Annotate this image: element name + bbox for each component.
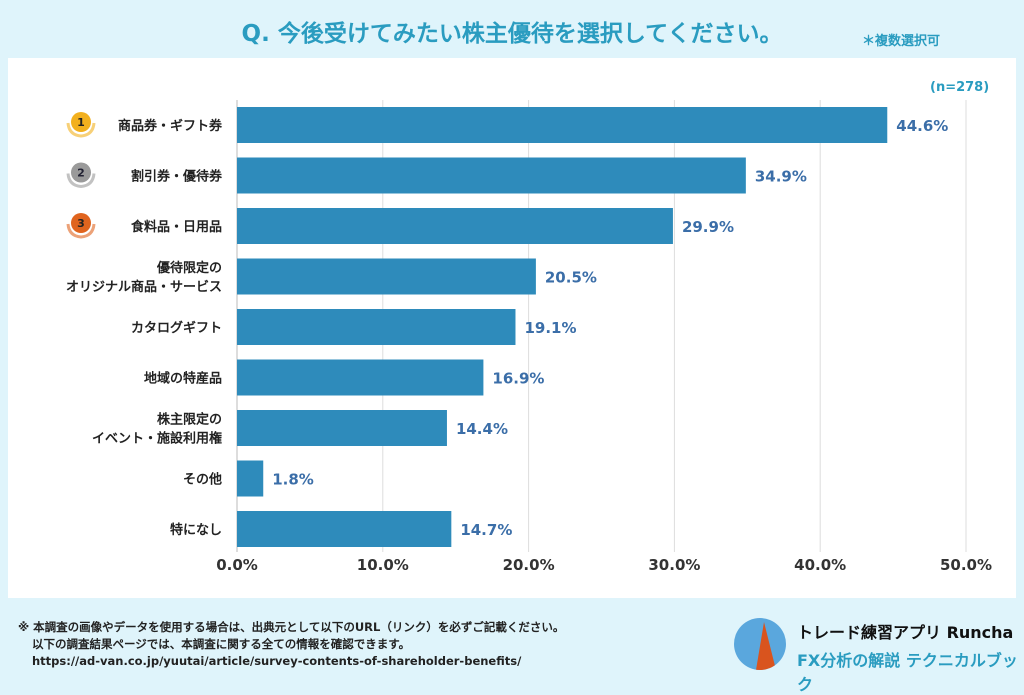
x-tick-label: 20.0%	[503, 556, 555, 574]
bar	[237, 309, 516, 345]
laurel-icon	[66, 122, 96, 138]
value-label: 34.9%	[755, 168, 807, 186]
category-label: 優待限定の	[156, 260, 222, 276]
sample-size: (n=278)	[930, 80, 990, 95]
rank-number: 3	[77, 217, 85, 230]
value-label: 1.8%	[272, 471, 314, 489]
value-label: 20.5%	[545, 269, 597, 287]
category-label: その他	[183, 472, 222, 488]
value-label: 19.1%	[524, 319, 576, 337]
medal-icon	[71, 213, 91, 233]
bar	[237, 107, 888, 143]
medal-icon	[71, 112, 91, 132]
bar	[237, 258, 536, 295]
bar	[237, 157, 746, 194]
brand-name: トレード練習アプリ Runcha	[797, 623, 1014, 642]
x-tick-label: 50.0%	[940, 556, 992, 574]
footer-line-1: ※ 本調査の画像やデータを使用する場合は、出典元として以下のURL（リンク）を必…	[18, 620, 565, 634]
bar-chart: 0.0% 10.0% 20.0% 30.0% 40.0% 50.0% 44.6% 商品券・ギフ…	[66, 100, 992, 574]
x-tick-label: 30.0%	[648, 556, 700, 574]
footer-url[interactable]: https://ad-van.co.jp/yuutai/article/surv…	[32, 654, 522, 668]
category-label: オリジナル商品・サービス	[66, 279, 222, 295]
x-tick-label: 10.0%	[357, 556, 409, 574]
bar	[237, 460, 264, 497]
value-label: 14.4%	[456, 420, 508, 438]
multi-select-note: ＊複数選択可	[862, 34, 941, 49]
footer-line-2: 以下の調査結果ページでは、本調査に関する全ての情報を確認できます。	[32, 637, 411, 651]
runcha-logo	[734, 618, 786, 670]
value-label: 29.9%	[682, 218, 734, 236]
medal-icon	[71, 162, 91, 183]
value-label: 44.6%	[896, 117, 948, 135]
category-label: イベント・施設利用権	[92, 431, 222, 447]
category-label: 地域の特産品	[144, 371, 222, 387]
brand-tagline: FX分析の解説 テクニカルブック	[797, 651, 1018, 694]
footer-note: ※ 本調査の画像やデータを使用する場合は、出典元として以下のURL（リンク）を必…	[18, 619, 564, 670]
rank-number: 2	[77, 167, 85, 180]
value-label: 14.7%	[460, 521, 512, 539]
category-label: 株主限定の	[157, 412, 222, 428]
x-tick-label: 0.0%	[216, 556, 258, 574]
category-label: 商品券・ギフト券	[118, 118, 223, 134]
laurel-icon	[66, 173, 96, 189]
x-tick-label: 40.0%	[794, 556, 846, 574]
bar	[237, 359, 484, 396]
rank-number: 1	[77, 116, 85, 129]
category-label: 特になし	[170, 522, 222, 538]
value-label: 16.9%	[492, 370, 544, 388]
bar	[237, 511, 452, 547]
bar	[237, 410, 447, 446]
chart-title: Q. 今後受けてみたい株主優待を選択してください。	[241, 21, 783, 47]
laurel-icon	[66, 223, 96, 239]
bar	[237, 208, 673, 244]
category-label: 割引券・優待券	[131, 169, 223, 185]
category-label: カタログギフト	[131, 320, 222, 336]
category-label: 食料品・日用品	[131, 219, 222, 235]
